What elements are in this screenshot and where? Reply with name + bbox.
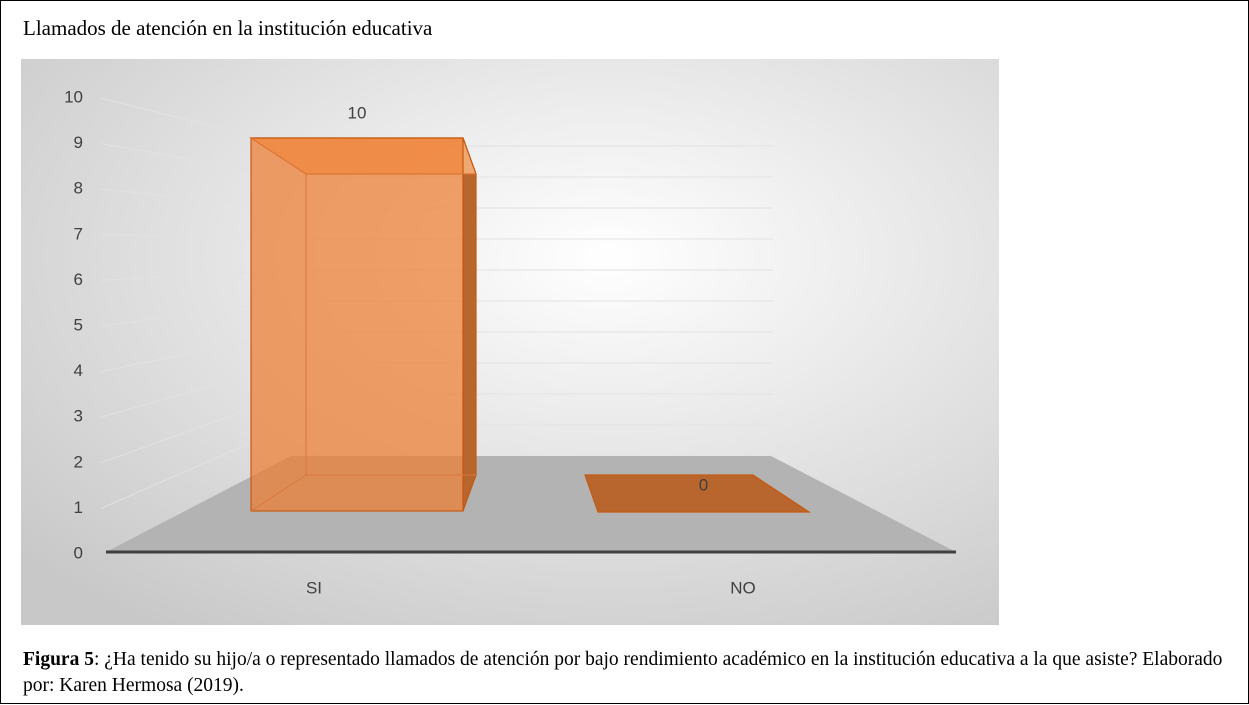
caption: Figura 5: ¿Ha tenido su hijo/a o represe…	[23, 647, 1223, 699]
bar	[584, 474, 811, 513]
bar-edge	[250, 474, 307, 512]
y-tick-label: 8	[74, 179, 83, 198]
y-tick-label: 4	[74, 361, 83, 380]
y-tick-label: 0	[74, 543, 83, 562]
y-tick-label: 3	[74, 407, 83, 426]
y-tick-label: 9	[74, 133, 83, 152]
y-tick-label: 7	[74, 224, 83, 243]
data-label: 0	[699, 475, 708, 494]
caption-label: Figura 5	[23, 649, 94, 670]
x-tick-label: SI	[306, 578, 322, 597]
caption-text: : ¿Ha tenido su hijo/a o representado ll…	[23, 649, 1223, 696]
x-tick-label: NO	[730, 578, 756, 597]
bar	[250, 137, 464, 512]
y-tick-label: 6	[74, 270, 83, 289]
data-label: 10	[348, 103, 367, 122]
y-tick-label: 1	[74, 498, 83, 517]
y-tick-label: 2	[74, 452, 83, 471]
y-tick-label: 5	[74, 315, 83, 334]
bar-side	[462, 137, 477, 512]
bar-edge	[250, 137, 476, 476]
y-tick-label: 10	[64, 87, 83, 106]
chart-title: Llamados de atención en la institución e…	[23, 16, 433, 40]
